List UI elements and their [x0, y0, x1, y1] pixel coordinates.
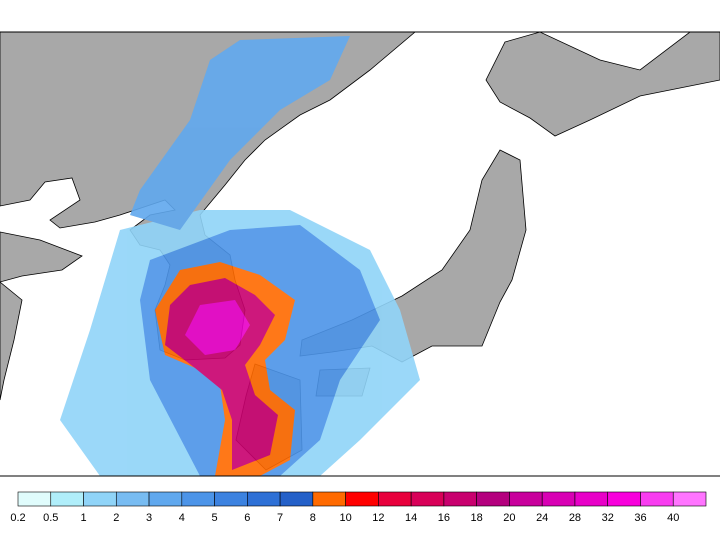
colorbar-label: 16	[438, 512, 450, 524]
colorbar-label: 12	[372, 512, 384, 524]
colorbar-label: 2	[113, 512, 119, 524]
china-coast	[0, 281, 23, 401]
colorbar-label: 28	[569, 512, 581, 524]
colorbar-label: 3	[146, 512, 152, 524]
colorbar-segment	[607, 491, 641, 507]
colorbar-segment	[672, 491, 707, 507]
colorbar-segment	[181, 491, 215, 507]
colorbar-label: 5	[212, 512, 218, 524]
colorbar-segment	[115, 491, 150, 507]
shandong	[0, 231, 83, 283]
colorbar-segment	[509, 491, 543, 507]
colorbar-segment	[148, 491, 183, 507]
colorbar-label: 24	[536, 512, 548, 524]
colorbar-label: 0.2	[10, 512, 25, 524]
colorbar-segment	[345, 491, 379, 507]
colorbar-label: 1	[80, 512, 86, 524]
precipitation	[60, 36, 420, 476]
colorbar-label: 0.5	[43, 512, 58, 524]
colorbar-segment	[541, 491, 576, 507]
map	[0, 31, 720, 477]
colorbar-segment	[312, 491, 346, 507]
colorbar-segment	[17, 491, 52, 507]
colorbar-label: 4	[179, 512, 185, 524]
colorbar-label: 18	[471, 512, 483, 524]
colorbar-label: 40	[667, 512, 679, 524]
colorbar-segment	[640, 491, 674, 507]
colorbar-label: 10	[339, 512, 351, 524]
colorbar-segment	[50, 491, 84, 507]
colorbar: 0.2 0.5 1 2 3 4 5 6 7 8 10 12 14 16 18 20 24 28 32 36 40	[10, 491, 707, 524]
colorbar-label: 14	[405, 512, 417, 524]
hokkaido-sakhalin	[485, 31, 720, 137]
colorbar-segment	[410, 491, 445, 507]
colorbar-label: 8	[310, 512, 316, 524]
colorbar-segment	[574, 491, 609, 507]
colorbar-segment	[443, 491, 477, 507]
rain-north	[130, 36, 350, 230]
colorbar-label: 36	[634, 512, 646, 524]
colorbar-segment	[279, 491, 314, 507]
colorbar-segment	[378, 491, 412, 507]
colorbar-label: 20	[503, 512, 515, 524]
colorbar-segment	[476, 491, 510, 507]
colorbar-label: 32	[602, 512, 614, 524]
colorbar-segment	[247, 491, 281, 507]
colorbar-label: 7	[277, 512, 283, 524]
colorbar-segment	[214, 491, 248, 507]
rain-extreme	[185, 300, 250, 355]
colorbar-segment	[83, 491, 117, 507]
colorbar-label: 6	[244, 512, 250, 524]
